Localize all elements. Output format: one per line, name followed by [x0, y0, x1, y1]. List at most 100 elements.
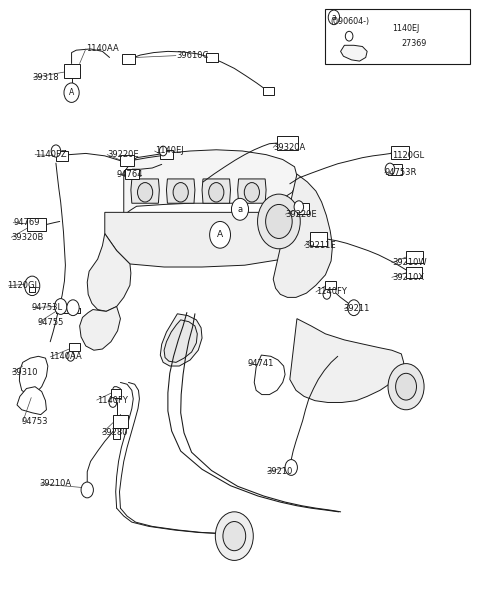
Bar: [122, 55, 135, 64]
Text: 39320A: 39320A: [273, 143, 305, 152]
Text: 39318: 39318: [32, 73, 59, 82]
Polygon shape: [341, 45, 367, 61]
Circle shape: [109, 398, 117, 407]
Polygon shape: [87, 234, 131, 311]
Polygon shape: [273, 174, 333, 297]
Circle shape: [258, 194, 300, 249]
Circle shape: [216, 512, 253, 560]
Bar: [69, 343, 80, 351]
Text: 39211: 39211: [343, 304, 370, 313]
Bar: [113, 414, 128, 428]
Bar: [263, 86, 274, 95]
Circle shape: [173, 183, 188, 202]
Text: 1140FY: 1140FY: [96, 395, 128, 405]
Text: 1140AA: 1140AA: [49, 352, 82, 362]
Circle shape: [67, 351, 74, 361]
Polygon shape: [160, 314, 202, 366]
Text: 1140EJ: 1140EJ: [155, 147, 183, 156]
Circle shape: [328, 10, 340, 25]
Text: A: A: [217, 230, 223, 239]
Bar: [388, 164, 402, 175]
Polygon shape: [105, 212, 320, 267]
Circle shape: [81, 482, 94, 498]
Polygon shape: [19, 356, 48, 395]
Circle shape: [223, 522, 246, 550]
Text: 94753: 94753: [22, 417, 48, 427]
Circle shape: [137, 183, 153, 202]
Text: 1140FZ: 1140FZ: [35, 150, 67, 159]
Polygon shape: [17, 387, 47, 414]
Bar: [111, 389, 121, 398]
Text: 1140EJ: 1140EJ: [392, 24, 419, 32]
Circle shape: [209, 183, 224, 202]
Text: (090604-): (090604-): [330, 17, 369, 26]
Bar: [56, 151, 68, 161]
Circle shape: [285, 460, 298, 475]
Text: 27369: 27369: [401, 39, 427, 48]
Text: 39211E: 39211E: [304, 242, 336, 250]
Bar: [325, 281, 336, 289]
Text: 1120GL: 1120GL: [8, 281, 40, 291]
Bar: [391, 146, 409, 159]
Text: 39310: 39310: [12, 368, 38, 376]
Text: a: a: [332, 13, 336, 22]
Text: 39280: 39280: [101, 428, 128, 437]
Text: 39210X: 39210X: [392, 273, 424, 282]
Bar: [27, 218, 47, 231]
Text: A: A: [69, 88, 74, 97]
Polygon shape: [290, 319, 404, 403]
Circle shape: [51, 145, 60, 157]
Bar: [160, 150, 173, 159]
Text: 39210W: 39210W: [392, 258, 426, 267]
Polygon shape: [202, 179, 230, 204]
Circle shape: [345, 31, 353, 41]
Bar: [206, 53, 218, 63]
Text: 1140AA: 1140AA: [86, 45, 119, 53]
Text: 39210: 39210: [266, 467, 293, 476]
Text: 39320B: 39320B: [12, 233, 44, 242]
Bar: [297, 204, 309, 214]
Polygon shape: [124, 150, 297, 215]
Bar: [125, 169, 139, 179]
Polygon shape: [131, 179, 159, 204]
Circle shape: [294, 201, 303, 213]
Text: 39210A: 39210A: [40, 479, 72, 489]
Bar: [63, 64, 80, 78]
Circle shape: [385, 163, 395, 175]
Circle shape: [323, 289, 331, 299]
Polygon shape: [164, 320, 197, 362]
Text: a: a: [238, 205, 242, 214]
Circle shape: [67, 300, 79, 316]
Polygon shape: [254, 355, 285, 395]
Circle shape: [159, 146, 167, 156]
Text: 94741: 94741: [248, 359, 274, 368]
Circle shape: [64, 83, 79, 102]
Bar: [406, 251, 423, 263]
Bar: [120, 154, 134, 166]
Text: 39220E: 39220E: [107, 150, 139, 159]
Bar: [113, 428, 120, 439]
Text: 1140FY: 1140FY: [316, 287, 347, 297]
Bar: [310, 232, 327, 246]
Circle shape: [244, 183, 260, 202]
Bar: [29, 287, 35, 292]
Text: 94764: 94764: [117, 170, 143, 178]
Bar: [406, 267, 422, 278]
Text: 94753L: 94753L: [31, 303, 62, 312]
Circle shape: [231, 199, 249, 220]
Text: 1120GL: 1120GL: [392, 151, 424, 161]
Circle shape: [348, 300, 360, 316]
Polygon shape: [80, 306, 120, 350]
Polygon shape: [167, 179, 195, 204]
Circle shape: [388, 364, 424, 409]
Text: 39220E: 39220E: [286, 210, 317, 219]
Circle shape: [210, 221, 230, 248]
Circle shape: [396, 373, 417, 400]
Text: 94755: 94755: [38, 318, 64, 327]
Circle shape: [24, 276, 40, 295]
Text: 39610C: 39610C: [176, 51, 208, 60]
Bar: [325, 9, 470, 64]
Text: 94753R: 94753R: [384, 169, 417, 177]
Text: 94769: 94769: [13, 218, 40, 227]
Bar: [277, 137, 299, 150]
